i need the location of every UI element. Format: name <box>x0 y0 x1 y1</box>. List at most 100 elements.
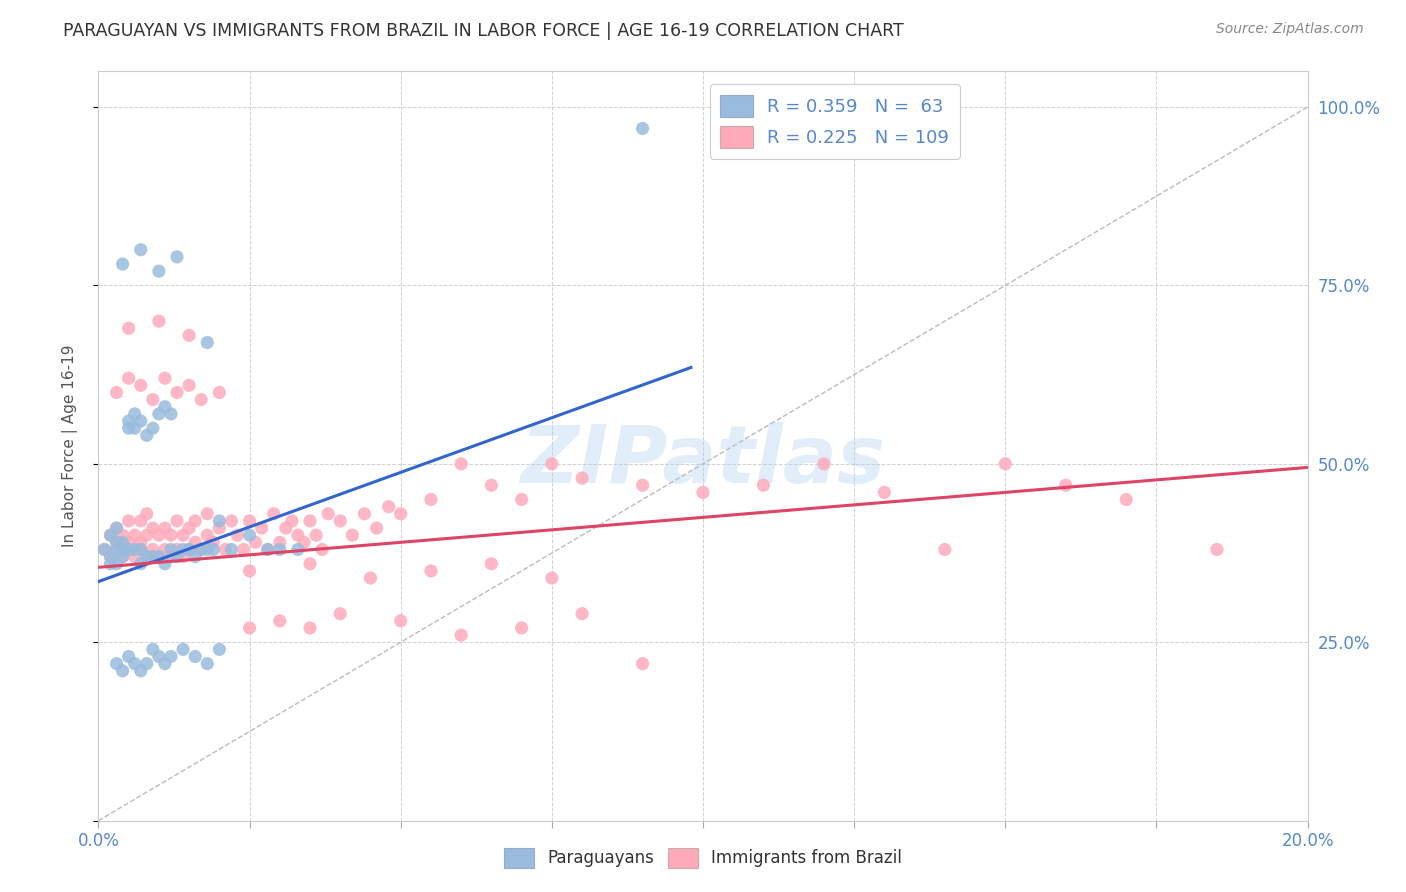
Point <box>111 528 134 542</box>
Point <box>299 514 322 528</box>
Point <box>226 528 249 542</box>
Point <box>329 607 352 621</box>
Point <box>148 528 170 542</box>
Point <box>208 385 231 400</box>
Point <box>934 542 956 557</box>
Point <box>160 528 183 542</box>
Point <box>420 564 443 578</box>
Point <box>208 642 231 657</box>
Point <box>153 557 176 571</box>
Text: ZIPatlas: ZIPatlas <box>520 422 886 500</box>
Point <box>631 657 654 671</box>
Point <box>269 614 291 628</box>
Point <box>316 507 339 521</box>
Point <box>105 535 128 549</box>
Point <box>353 507 375 521</box>
Point <box>124 407 146 421</box>
Point <box>142 392 165 407</box>
Point <box>153 657 176 671</box>
Text: PARAGUAYAN VS IMMIGRANTS FROM BRAZIL IN LABOR FORCE | AGE 16-19 CORRELATION CHAR: PARAGUAYAN VS IMMIGRANTS FROM BRAZIL IN … <box>63 22 904 40</box>
Point <box>1054 478 1077 492</box>
Point <box>195 507 218 521</box>
Point <box>631 121 654 136</box>
Point <box>124 549 146 564</box>
Point <box>129 243 152 257</box>
Point <box>166 514 188 528</box>
Point <box>274 521 297 535</box>
Point <box>631 478 654 492</box>
Point <box>148 264 170 278</box>
Point <box>135 507 157 521</box>
Point <box>510 492 533 507</box>
Point <box>135 528 157 542</box>
Point <box>366 521 388 535</box>
Point <box>135 657 157 671</box>
Point <box>118 414 141 428</box>
Point <box>179 542 201 557</box>
Point <box>142 421 165 435</box>
Point <box>148 549 170 564</box>
Point <box>172 549 194 564</box>
Point <box>129 514 152 528</box>
Point <box>124 542 146 557</box>
Point <box>118 542 141 557</box>
Point <box>160 542 183 557</box>
Point <box>299 557 322 571</box>
Point <box>256 542 278 557</box>
Point <box>148 407 170 421</box>
Legend: Paraguayans, Immigrants from Brazil: Paraguayans, Immigrants from Brazil <box>498 841 908 875</box>
Point <box>118 371 141 385</box>
Point <box>389 507 412 521</box>
Point <box>105 542 128 557</box>
Point <box>166 549 188 564</box>
Point <box>752 478 775 492</box>
Point <box>299 621 322 635</box>
Point <box>129 542 152 557</box>
Point <box>571 471 593 485</box>
Point <box>540 571 562 585</box>
Point <box>221 542 243 557</box>
Point <box>111 664 134 678</box>
Point <box>129 378 152 392</box>
Point <box>179 378 201 392</box>
Point <box>160 549 183 564</box>
Point <box>450 628 472 642</box>
Point <box>305 528 328 542</box>
Point <box>172 528 194 542</box>
Point <box>1206 542 1229 557</box>
Point <box>994 457 1017 471</box>
Point <box>263 507 285 521</box>
Point <box>311 542 333 557</box>
Point <box>105 542 128 557</box>
Point <box>111 549 134 564</box>
Point <box>208 521 231 535</box>
Point <box>93 542 115 557</box>
Point <box>100 528 122 542</box>
Point <box>287 542 309 557</box>
Point <box>142 642 165 657</box>
Point <box>184 549 207 564</box>
Point <box>450 457 472 471</box>
Point <box>135 428 157 442</box>
Point <box>481 478 503 492</box>
Point <box>118 542 141 557</box>
Point <box>179 542 201 557</box>
Point <box>214 542 236 557</box>
Point <box>172 642 194 657</box>
Point <box>129 535 152 549</box>
Point <box>540 457 562 471</box>
Point <box>195 542 218 557</box>
Point <box>239 514 262 528</box>
Point <box>1115 492 1137 507</box>
Point <box>239 621 262 635</box>
Point <box>292 535 315 549</box>
Point <box>142 521 165 535</box>
Point <box>118 421 141 435</box>
Point <box>202 535 225 549</box>
Point <box>111 257 134 271</box>
Point <box>239 564 262 578</box>
Point <box>190 542 212 557</box>
Point <box>269 542 291 557</box>
Point <box>105 385 128 400</box>
Point <box>692 485 714 500</box>
